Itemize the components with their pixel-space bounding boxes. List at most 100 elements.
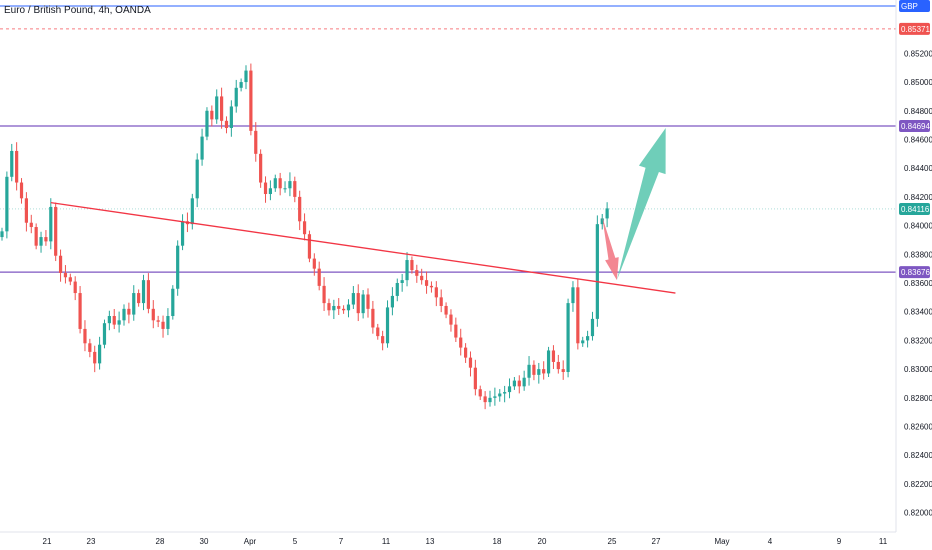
candle-body	[34, 227, 38, 246]
candle-body	[542, 369, 546, 374]
candle	[532, 360, 536, 381]
price-tick-label: 0.83200	[904, 336, 932, 345]
candle	[293, 176, 297, 203]
candle-body	[503, 392, 507, 394]
candle	[517, 375, 521, 394]
arrows[interactable]	[602, 127, 666, 281]
candle	[78, 286, 82, 334]
candle-body	[595, 224, 599, 319]
candle-body	[439, 297, 443, 306]
candle-body	[356, 293, 360, 314]
candle-body	[459, 337, 463, 348]
candle	[561, 360, 565, 380]
time-tick-label: 5	[293, 537, 298, 546]
candle	[127, 302, 131, 324]
candle-body	[566, 303, 570, 372]
candle-body	[424, 280, 429, 286]
candle-body	[371, 308, 375, 328]
horizontal-levels[interactable]	[0, 125, 896, 273]
price-tick-label: 0.84200	[904, 193, 932, 202]
candle-body	[273, 178, 277, 189]
candle	[49, 198, 53, 250]
price-tick-label: 0.83400	[904, 308, 932, 317]
candle-body	[73, 281, 77, 294]
candle-body	[122, 308, 126, 321]
candle	[151, 300, 155, 329]
price-tick-label: 0.83600	[904, 279, 932, 288]
candle-body	[376, 327, 380, 337]
candle-body	[244, 70, 248, 83]
candle	[54, 202, 58, 262]
candle	[146, 273, 150, 314]
candle-body	[434, 287, 438, 298]
candle-body	[78, 293, 82, 329]
candle-body	[473, 367, 477, 390]
candle-body	[137, 293, 141, 304]
arrow-down-icon[interactable]	[602, 216, 619, 281]
candle-body	[278, 178, 282, 189]
candle	[415, 264, 419, 283]
candle-body	[512, 380, 516, 387]
time-tick-label: 13	[426, 537, 435, 546]
candle-body	[449, 314, 453, 325]
candle	[327, 298, 331, 316]
chart-title: Euro / British Pound, 4h, OANDA	[4, 5, 151, 16]
arrow-up-icon[interactable]	[616, 127, 666, 281]
plot-area[interactable]	[0, 5, 896, 410]
candle	[215, 89, 219, 124]
time-tick-label: 28	[156, 537, 165, 546]
candle	[117, 311, 121, 333]
candle-body	[600, 218, 604, 225]
candle	[444, 302, 448, 319]
candle	[195, 153, 199, 208]
candle	[302, 213, 307, 241]
price-axis[interactable]: 0.85200 0.85000 0.84800 0.84600 0.84400 0.842…	[904, 49, 932, 517]
candle	[512, 377, 516, 390]
candle-body	[546, 350, 551, 374]
price-tag-badge	[899, 22, 930, 35]
trend-line[interactable]	[50, 201, 676, 294]
time-axis[interactable]: 21 23 28 30 Apr 5 7 11 13 18 20 25 27 May 4 9 11	[43, 537, 888, 546]
candle-body	[483, 396, 487, 403]
candle-body	[288, 181, 292, 189]
price-tag-label: GBP	[901, 2, 918, 11]
candle	[590, 311, 595, 341]
time-tick-label: 25	[608, 537, 617, 546]
candle-body	[239, 82, 243, 88]
candle-body	[405, 260, 409, 281]
candle	[166, 308, 170, 336]
candle	[571, 281, 575, 312]
candle-body	[210, 110, 214, 120]
candle-body	[361, 294, 365, 314]
candle	[132, 285, 136, 321]
candle	[200, 128, 204, 166]
price-tag: 0.84116	[899, 202, 930, 215]
candle	[44, 230, 48, 246]
candle	[361, 290, 365, 319]
candle-body	[93, 351, 97, 364]
candle-body	[444, 305, 448, 315]
candle	[366, 288, 370, 318]
candle-body	[176, 245, 180, 289]
price-tag: 0.85371	[899, 22, 930, 35]
candle	[298, 190, 302, 231]
candle	[449, 309, 453, 332]
time-tick-label: 23	[87, 537, 96, 546]
candle	[288, 172, 292, 197]
candle	[395, 278, 399, 302]
time-tick-label: Apr	[244, 537, 257, 546]
price-tick-label: 0.84400	[904, 164, 932, 173]
candle-body	[293, 181, 297, 197]
time-tick-label: 11	[879, 537, 888, 546]
candle	[483, 391, 487, 410]
candle-body	[132, 293, 136, 315]
candle	[68, 273, 72, 286]
candle-body	[605, 208, 609, 219]
candle	[522, 370, 526, 391]
price-tag: 0.83676	[899, 266, 930, 279]
candle-body	[215, 96, 219, 120]
candle-body	[517, 380, 521, 387]
